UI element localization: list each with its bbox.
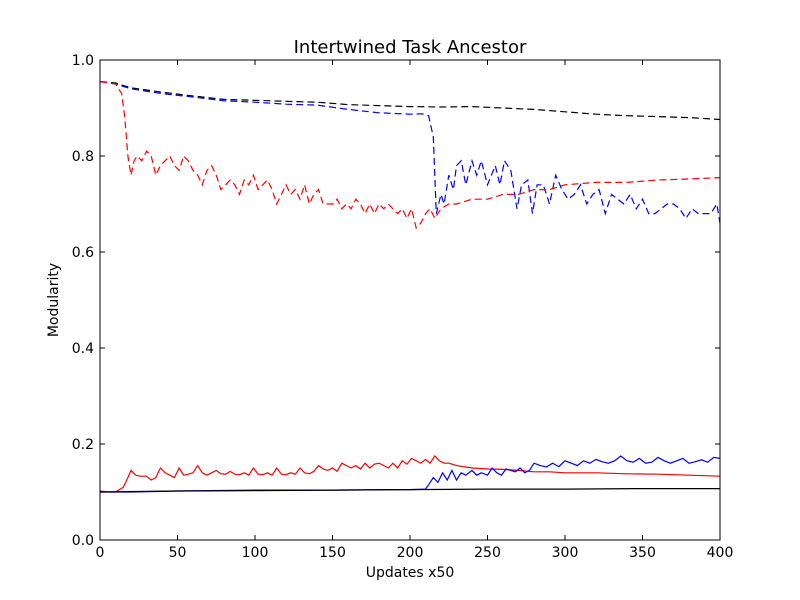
x-tick-label: 300 — [552, 545, 579, 561]
y-tick-label: 0.8 — [72, 149, 94, 165]
x-tick-label: 250 — [474, 545, 501, 561]
y-tick-label: 1.0 — [72, 53, 94, 69]
x-tick-label: 100 — [242, 545, 269, 561]
x-tick-label: 150 — [319, 545, 346, 561]
x-tick-label: 200 — [397, 545, 424, 561]
chart-title: Intertwined Task Ancestor — [294, 37, 527, 58]
series-line-4 — [100, 455, 721, 493]
x-tick-label: 400 — [707, 545, 734, 561]
series-layer — [99, 81, 721, 493]
x-tick-label: 0 — [96, 545, 105, 561]
x-axis-label: Updates x50 — [366, 565, 455, 581]
axis-ticks: 0 50 100 150 200 250 300 350 400 0.0 0.2 0.4 0.6 0.8 1… — [72, 53, 734, 561]
y-tick-label: 0.6 — [72, 245, 94, 261]
series-line-2 — [99, 81, 721, 230]
series-line-5 — [99, 488, 720, 493]
series-line-3 — [99, 455, 721, 493]
x-tick-label: 50 — [169, 545, 187, 561]
y-tick-label: 0.4 — [72, 341, 94, 357]
series-line-0 — [99, 81, 721, 121]
y-axis-label: Modularity — [46, 263, 62, 337]
x-tick-label: 350 — [629, 545, 656, 561]
series-line-1 — [99, 81, 721, 224]
y-tick-label: 0.0 — [72, 533, 94, 549]
y-tick-label: 0.2 — [72, 437, 94, 453]
